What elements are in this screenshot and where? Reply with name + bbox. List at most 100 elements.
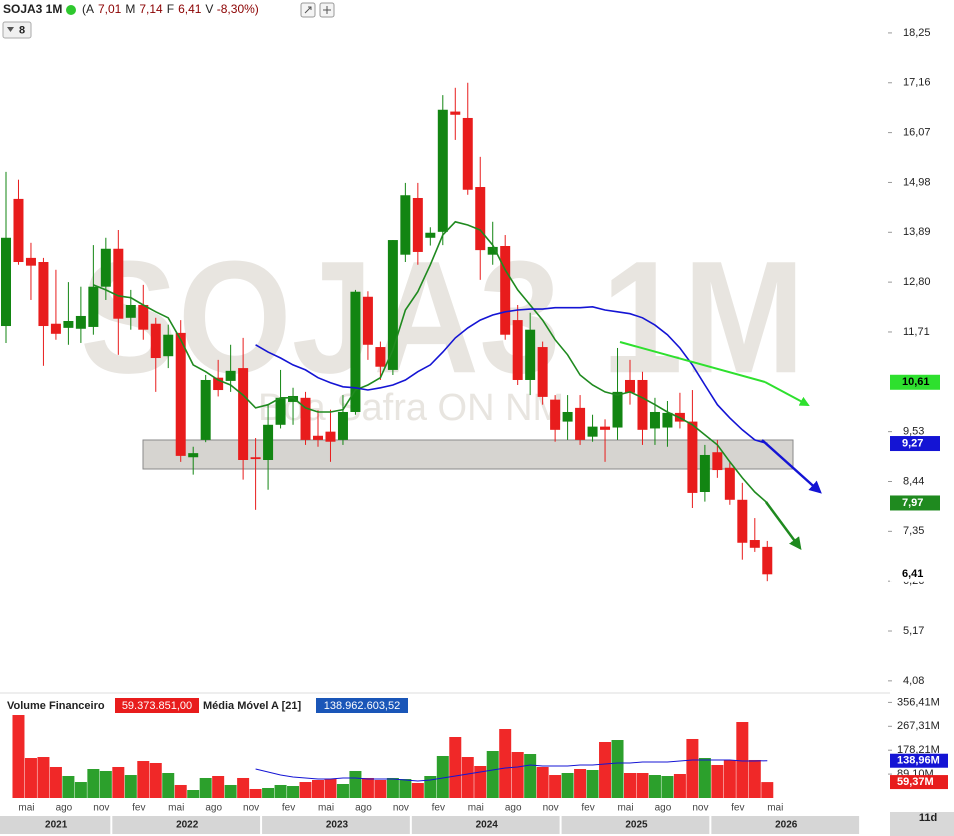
volume-bar [237, 777, 250, 798]
interval-box[interactable] [890, 812, 954, 836]
candle-body [213, 377, 224, 391]
price-tag [890, 566, 940, 582]
x-tick-label: fev [581, 803, 594, 814]
volume-bar [324, 779, 337, 798]
volume-bar [748, 759, 761, 798]
quote-part: 7,14 [139, 2, 163, 16]
candle-body [625, 379, 635, 393]
candle-body [550, 399, 561, 430]
volume-bar [636, 773, 649, 798]
volume-bar [224, 784, 237, 798]
volume-bar [386, 777, 399, 798]
volume-bar [536, 766, 549, 798]
year-band [711, 816, 860, 834]
year-label: 2021 [45, 820, 68, 831]
candle-body [63, 320, 74, 328]
badge-count: 8 [19, 24, 25, 36]
candle-body [562, 411, 573, 422]
volume-bar [586, 769, 599, 798]
volume-bar [486, 751, 499, 798]
quote-part: 7,01 [98, 2, 122, 16]
volume-bar [723, 759, 736, 798]
x-tick-label: mai [168, 803, 184, 814]
year-label: 2026 [775, 820, 798, 831]
candle-body [88, 286, 99, 327]
candle-body [687, 421, 698, 493]
y-tick-label: 9,53 [903, 426, 924, 438]
volume-bar [698, 758, 711, 798]
candle-body [437, 109, 448, 232]
candle-body [13, 198, 24, 263]
candle-body [150, 323, 161, 359]
candle-body [25, 257, 36, 266]
y-tick-label: 18,25 [903, 27, 931, 39]
y-tick-label: 14,98 [903, 176, 931, 188]
volume-bar [449, 737, 462, 798]
volume-bar [124, 775, 137, 798]
ma-value: 138.962.603,52 [324, 700, 400, 712]
volume-bar [262, 787, 275, 798]
price-tag-label: 10,61 [902, 376, 930, 388]
y-tick-label: 13,89 [903, 226, 931, 238]
x-tick-label: ago [655, 803, 672, 814]
volume-bar [74, 782, 87, 798]
price-tag-label: 6,41 [902, 568, 923, 580]
volume-bar [249, 788, 262, 798]
interval: 11d [919, 812, 937, 824]
volume-bar [274, 784, 287, 798]
quote-part: F [167, 2, 174, 16]
badge[interactable] [2, 21, 32, 39]
y-tick-label: 5,17 [903, 625, 924, 637]
x-tick-label: mai [468, 803, 484, 814]
volume-bar [199, 777, 212, 798]
candle-body [737, 499, 748, 543]
candle-body [412, 197, 423, 252]
quote-part: (A [82, 2, 94, 16]
year-label: 2024 [476, 820, 499, 831]
candle-body [649, 411, 660, 429]
value-box [316, 698, 408, 713]
volume-bar [62, 776, 75, 798]
candle-body [350, 291, 361, 412]
volume-bar [99, 770, 112, 798]
y-tick-label: 4,08 [903, 675, 924, 687]
y-tick-label: 16,07 [903, 127, 931, 139]
volume-bar [37, 757, 50, 798]
candle-body [462, 117, 473, 190]
candle-body [275, 397, 286, 425]
candle-body [300, 397, 311, 440]
x-tick-label: nov [543, 803, 559, 814]
volume-bar [424, 776, 437, 798]
volume-bar [761, 782, 774, 798]
x-tick-label: nov [692, 803, 708, 814]
quote-part: M [125, 2, 135, 16]
volume-tag [890, 753, 948, 768]
volume-bar [624, 773, 636, 798]
x-tick-label: nov [93, 803, 109, 814]
volume-bar [49, 766, 62, 798]
candle-body [263, 424, 274, 460]
y-tick-label: 7,35 [903, 525, 924, 537]
candle-body [762, 546, 773, 575]
candle-body [637, 379, 648, 430]
x-tick-label: fev [132, 803, 145, 814]
x-tick-label: fev [282, 803, 295, 814]
price-tag [890, 374, 940, 390]
candle-body [512, 320, 523, 380]
volume-bar [461, 757, 474, 798]
x-tick-label: nov [243, 803, 259, 814]
x-tick-label: mai [318, 803, 334, 814]
quote: (A 7,01 M 7,14 F 6,41 V -8,30%) [82, 2, 259, 16]
candle-body [537, 347, 548, 397]
volume-bar [349, 770, 362, 798]
candle-body [1, 237, 11, 327]
candle-body [125, 304, 136, 318]
candle-body [362, 296, 373, 345]
price-tag [890, 436, 940, 452]
moving-average [255, 305, 768, 445]
volume-ma [255, 759, 768, 782]
candle-body [50, 323, 61, 334]
volume-bar [212, 776, 225, 798]
